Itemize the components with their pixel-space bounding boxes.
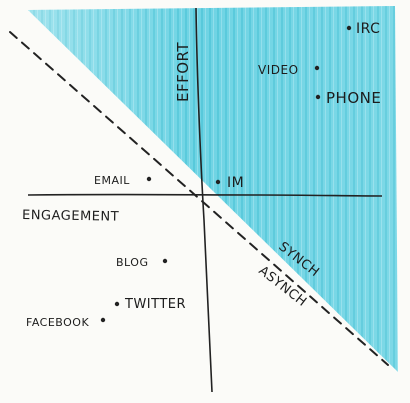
synch-asynch-divider bbox=[9, 31, 389, 366]
facebook-label: FACEBOOK bbox=[26, 316, 89, 329]
video-label: VIDEO bbox=[258, 63, 299, 77]
twitter-label: TWITTER bbox=[124, 297, 186, 312]
email-label: EMAIL bbox=[94, 174, 130, 187]
engagement-axis-label: ENGAGEMENT bbox=[22, 208, 119, 225]
irc-point bbox=[346, 25, 352, 31]
video-point bbox=[314, 65, 320, 71]
email-point bbox=[146, 176, 152, 182]
twitter-point bbox=[114, 301, 120, 307]
effort-axis-label: EFFORT bbox=[174, 42, 192, 102]
horizontal-axis bbox=[27, 193, 383, 197]
synch-region-sheen bbox=[28, 6, 398, 372]
im-label: IM bbox=[227, 175, 244, 191]
blog-point bbox=[162, 258, 168, 264]
phone-label: PHONE bbox=[326, 89, 381, 107]
vertical-axis bbox=[195, 7, 213, 393]
phone-point bbox=[315, 94, 321, 100]
blog-label: BLOG bbox=[116, 256, 148, 269]
im-point bbox=[215, 179, 221, 185]
facebook-point bbox=[100, 317, 106, 323]
irc-label: IRC bbox=[356, 21, 380, 37]
